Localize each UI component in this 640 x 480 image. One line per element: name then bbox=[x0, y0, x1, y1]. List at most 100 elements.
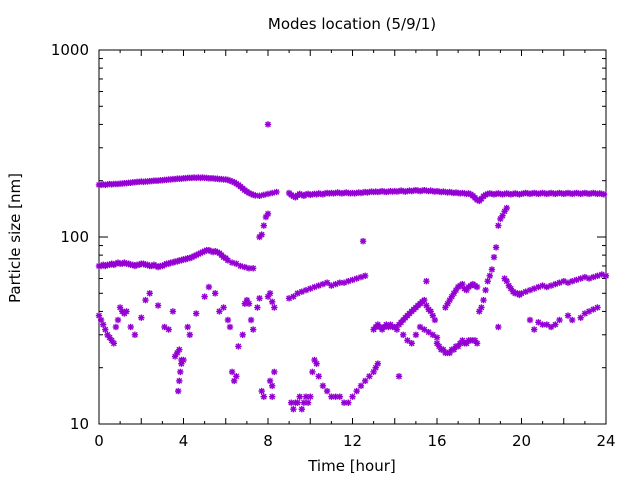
marker-stroke bbox=[423, 302, 430, 309]
marker-stroke bbox=[336, 279, 343, 286]
marker-stroke bbox=[543, 321, 550, 328]
marker-stroke bbox=[175, 388, 182, 394]
marker-stroke bbox=[258, 231, 265, 238]
data-point bbox=[431, 316, 439, 324]
marker-stroke bbox=[503, 205, 510, 211]
marker-stroke bbox=[146, 290, 153, 297]
marker-stroke bbox=[482, 287, 489, 293]
data-point bbox=[237, 262, 244, 270]
marker-stroke bbox=[362, 378, 369, 384]
data-point bbox=[359, 237, 367, 245]
data-point bbox=[169, 308, 177, 315]
marker-stroke bbox=[474, 340, 480, 347]
marker-stroke bbox=[577, 314, 584, 321]
marker-stroke bbox=[267, 378, 273, 384]
data-point bbox=[165, 326, 172, 333]
marker-stroke bbox=[434, 334, 440, 341]
marker-stroke bbox=[102, 326, 109, 333]
marker-stroke bbox=[220, 304, 227, 311]
data-point bbox=[319, 382, 327, 389]
marker-stroke bbox=[552, 321, 559, 328]
data-point bbox=[177, 368, 184, 376]
data-point bbox=[260, 222, 267, 229]
marker-stroke bbox=[434, 340, 440, 347]
x-tick-label: 8 bbox=[263, 432, 273, 450]
data-point bbox=[186, 331, 194, 338]
marker-stroke bbox=[353, 388, 360, 394]
data-point bbox=[245, 300, 253, 307]
data-point bbox=[552, 321, 559, 328]
marker-stroke bbox=[501, 275, 508, 282]
data-point bbox=[556, 316, 563, 324]
data-point bbox=[395, 373, 403, 380]
marker-stroke bbox=[176, 346, 183, 353]
marker-stroke bbox=[307, 393, 314, 400]
data-point bbox=[362, 377, 369, 385]
marker-stroke bbox=[480, 297, 487, 303]
marker-stroke bbox=[227, 324, 233, 330]
marker-stroke bbox=[132, 331, 138, 338]
marker-stroke bbox=[267, 290, 273, 297]
data-point bbox=[184, 323, 191, 331]
data-point bbox=[201, 293, 208, 300]
marker-stroke bbox=[425, 329, 432, 335]
marker-stroke bbox=[345, 399, 352, 406]
data-point bbox=[345, 399, 352, 406]
data-point bbox=[492, 244, 500, 251]
marker-stroke bbox=[106, 334, 113, 341]
marker-stroke bbox=[201, 293, 208, 300]
marker-stroke bbox=[269, 382, 276, 389]
marker-stroke bbox=[165, 326, 172, 333]
y-tick-label: 10 bbox=[70, 415, 89, 433]
x-tick-label: 24 bbox=[596, 432, 615, 450]
data-point bbox=[294, 399, 301, 406]
data-point bbox=[180, 356, 187, 364]
data-point bbox=[146, 290, 153, 297]
data-point bbox=[131, 331, 139, 338]
data-point bbox=[269, 393, 276, 400]
x-tick-label: 16 bbox=[427, 432, 446, 450]
data-point bbox=[142, 296, 149, 304]
marker-stroke bbox=[212, 290, 219, 297]
marker-stroke bbox=[177, 369, 184, 375]
data-point bbox=[600, 191, 608, 198]
marker-stroke bbox=[436, 343, 442, 350]
marker-stroke bbox=[301, 399, 307, 406]
marker-stroke bbox=[486, 272, 493, 279]
marker-stroke bbox=[104, 331, 111, 338]
marker-stroke bbox=[142, 297, 149, 303]
data-point bbox=[260, 393, 267, 400]
marker-stroke bbox=[484, 278, 491, 285]
marker-stroke bbox=[237, 263, 244, 269]
marker-stroke bbox=[265, 210, 271, 217]
marker-stroke bbox=[100, 321, 107, 328]
data-point bbox=[564, 312, 572, 319]
data-point bbox=[488, 266, 496, 273]
data-point bbox=[362, 272, 369, 279]
data-point bbox=[271, 368, 278, 376]
data-point bbox=[226, 323, 234, 331]
data-point bbox=[404, 337, 411, 344]
data-point bbox=[539, 321, 546, 328]
data-point bbox=[123, 308, 130, 315]
marker-stroke bbox=[288, 399, 295, 406]
marker-stroke bbox=[248, 317, 254, 323]
data-point bbox=[176, 346, 183, 353]
marker-stroke bbox=[246, 265, 252, 272]
marker-stroke bbox=[582, 274, 588, 280]
data-point bbox=[176, 377, 183, 385]
marker-stroke bbox=[233, 260, 240, 267]
data-point bbox=[366, 373, 373, 380]
marker-stroke bbox=[123, 308, 130, 315]
marker-stroke bbox=[358, 382, 364, 389]
data-point bbox=[271, 304, 278, 311]
marker-stroke bbox=[360, 238, 366, 245]
marker-stroke bbox=[250, 326, 257, 333]
plot-border bbox=[98, 49, 607, 425]
marker-stroke bbox=[241, 264, 248, 270]
marker-stroke bbox=[265, 191, 271, 197]
marker-stroke bbox=[98, 317, 104, 323]
marker-stroke bbox=[535, 319, 542, 326]
marker-stroke bbox=[560, 278, 567, 285]
data-point bbox=[216, 308, 223, 315]
